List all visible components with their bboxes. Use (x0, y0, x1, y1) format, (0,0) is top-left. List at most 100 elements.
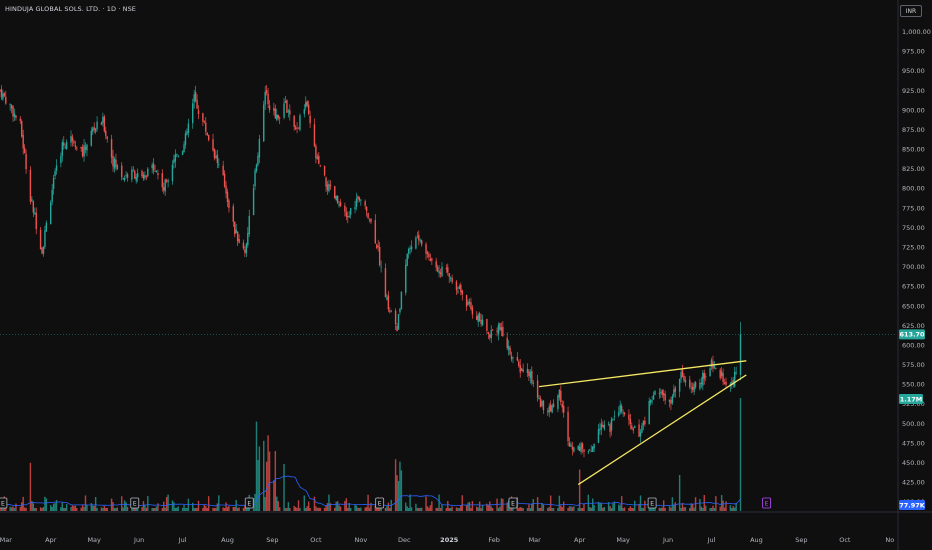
candle-body (357, 196, 359, 199)
x-tick-label: Jun (133, 536, 144, 544)
candle-body (368, 219, 371, 221)
volume-bar (694, 497, 697, 511)
volume-bar (607, 502, 610, 511)
volume-bar (562, 501, 565, 511)
volume-bar (406, 506, 408, 511)
volume-bar (571, 507, 574, 511)
volume-bar (632, 507, 634, 511)
candle-body (720, 371, 723, 377)
candle-body (512, 357, 514, 358)
volume-bar (612, 503, 614, 511)
volume-bar (112, 502, 114, 511)
candle-body (364, 201, 366, 206)
volume-bar (497, 507, 500, 511)
candle-body (732, 380, 734, 385)
volume-bar (338, 505, 340, 511)
volume-bar (115, 507, 117, 511)
x-tick-label: Feb (488, 536, 500, 544)
candle-body (455, 281, 458, 291)
candle-body (516, 357, 519, 361)
candle-body (570, 444, 572, 447)
candle-body (234, 222, 236, 235)
candle-body (94, 128, 97, 132)
volume-bar (0, 507, 3, 511)
currency-button[interactable]: INR (900, 5, 922, 17)
candle-body (661, 390, 663, 395)
candle-body (681, 369, 684, 377)
candle-body (90, 130, 93, 146)
trendline-layer[interactable] (538, 360, 747, 486)
volume-bar (319, 507, 321, 511)
candle-body (609, 424, 611, 433)
candle-body (86, 144, 88, 151)
volume-bar (661, 507, 663, 511)
volume-bar (268, 451, 271, 511)
volume-bar (32, 503, 35, 511)
volume-bar (547, 507, 549, 511)
candle-body (228, 200, 230, 209)
volume-bar (664, 507, 666, 511)
volume-bar (345, 498, 348, 511)
candle-body (577, 445, 579, 450)
candle-body (173, 159, 175, 164)
candle-body (212, 139, 214, 151)
candle-body (520, 368, 523, 371)
volume-bar (167, 494, 169, 511)
candle-body (126, 174, 129, 178)
volume-bar (335, 501, 337, 511)
candle-body (568, 442, 571, 447)
volume-bar (578, 469, 581, 511)
volume-bar (296, 507, 298, 511)
candle-body (641, 425, 643, 433)
x-tick-label: Sep (266, 536, 278, 544)
volume-bar (0, 506, 1, 511)
volume-bar (242, 507, 245, 511)
x-tick-label: Oct (839, 536, 851, 544)
volume-bar (151, 507, 153, 511)
y-tick-label: 450.00 (902, 459, 925, 467)
volume-bar (570, 506, 572, 511)
volume-bar (631, 507, 633, 511)
candle-body (471, 307, 474, 315)
volume-bar (599, 503, 601, 511)
volume-bar (502, 498, 504, 511)
candle-body (587, 451, 590, 453)
volume-bar (234, 507, 236, 511)
candle-body (660, 392, 662, 393)
volume-bar (265, 461, 268, 511)
volume-bar (64, 507, 66, 511)
candle-body (319, 164, 321, 166)
y-tick-label: 950.00 (902, 67, 925, 75)
volume-bar (9, 506, 11, 511)
volume-bar (374, 505, 377, 511)
volume-bar (202, 507, 204, 511)
candle-body (125, 175, 127, 177)
volume-bar (93, 505, 95, 511)
volume-bar (186, 507, 188, 511)
volume-bar (313, 496, 316, 511)
volume-bar (561, 507, 563, 511)
candle-body (197, 110, 200, 115)
candle-body (186, 131, 188, 135)
volume-bar (35, 507, 37, 511)
volume-bar (603, 506, 605, 511)
candle-body (684, 379, 687, 383)
volume-bar (719, 506, 721, 511)
candle-body (325, 177, 327, 187)
volume-bar (80, 507, 82, 511)
volume-bar (196, 507, 198, 511)
volume-bar (467, 502, 469, 511)
volume-bar (367, 494, 369, 511)
volume-bar (125, 502, 127, 511)
candle-body (658, 392, 661, 394)
x-tick-label: Aug (750, 536, 763, 544)
volume-bar (81, 504, 84, 511)
volume-bar (294, 506, 297, 511)
candle-body (74, 145, 77, 148)
candle-body (547, 410, 549, 412)
candle-body (531, 370, 533, 383)
candle-body (258, 139, 261, 158)
candle-body (436, 266, 439, 272)
